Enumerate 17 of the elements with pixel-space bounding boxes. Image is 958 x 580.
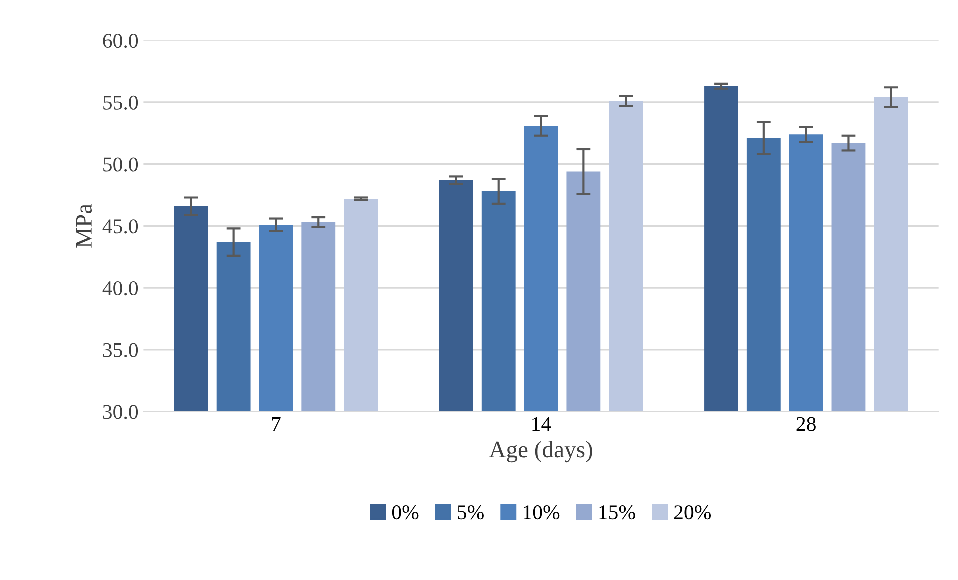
x-tick-label: 28 bbox=[796, 417, 816, 432]
legend-label: 5% bbox=[458, 506, 484, 520]
legend-label: 10% bbox=[524, 506, 560, 520]
y-axis-title: MPa bbox=[76, 204, 92, 248]
x-axis-title: Age (days) bbox=[489, 441, 592, 463]
y-tick-label: 35.0 bbox=[103, 343, 138, 358]
x-tick-label: 14 bbox=[532, 417, 552, 432]
y-tick-label: 55.0 bbox=[104, 96, 138, 110]
y-tick-label: 60.0 bbox=[103, 34, 138, 48]
y-tick-label: 50.0 bbox=[104, 158, 138, 172]
y-tick-label: 45.0 bbox=[102, 220, 138, 234]
y-tick-label: 40.0 bbox=[102, 281, 138, 296]
x-tick-label: 7 bbox=[272, 417, 281, 432]
y-tick-label: 30.0 bbox=[103, 405, 138, 420]
legend-label: 20% bbox=[674, 506, 712, 520]
legend-label: 15% bbox=[600, 506, 636, 520]
legend-label: 0% bbox=[392, 506, 419, 520]
